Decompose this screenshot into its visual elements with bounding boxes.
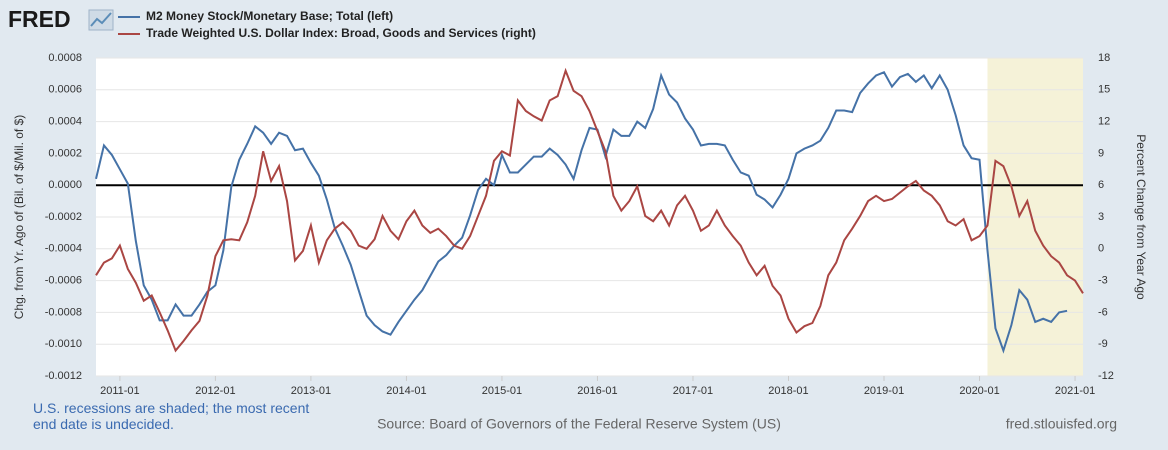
x-tick-label: 2017-01 [673, 385, 713, 397]
site: fred.stlouisfed.org [1006, 416, 1117, 432]
y2-tick-label: -6 [1098, 306, 1108, 318]
series-line [95, 67, 1084, 353]
y2-tick-label: -12 [1098, 370, 1114, 382]
x-tick-label: 2014-01 [386, 385, 426, 397]
y-axis-label: Chg. from Yr. Ago of (Bil. of $/Mil. of … [12, 115, 26, 320]
y-tick-label: -0.0008 [45, 306, 82, 318]
series-line [95, 71, 1068, 354]
y2-axis-label: Percent Change from Year Ago [1134, 134, 1148, 300]
source: Source: Board of Governors of the Federa… [377, 416, 781, 432]
logo: FRED [8, 6, 71, 32]
y-tick-label: -0.0002 [45, 211, 82, 223]
y-tick-label: -0.0006 [45, 275, 82, 287]
x-tick-label: 2016-01 [577, 385, 617, 397]
x-tick-label: 2020-01 [959, 385, 999, 397]
x-tick-label: 2013-01 [291, 385, 331, 397]
x-tick-label: 2015-01 [482, 385, 522, 397]
y-tick-label: 0.0004 [48, 116, 82, 128]
plot-layer [96, 57, 1083, 381]
y2-tick-label: 3 [1098, 211, 1104, 223]
y2-tick-label: 18 [1098, 52, 1110, 64]
y-tick-label: 0.0002 [48, 147, 82, 159]
y2-tick-label: 6 [1098, 179, 1104, 191]
y2-tick-label: 15 [1098, 84, 1110, 96]
x-tick-label: 2018-01 [768, 385, 808, 397]
y2-tick-label: 9 [1098, 147, 1104, 159]
x-tick-label: 2011-01 [100, 385, 140, 397]
y2-tick-label: 0 [1098, 243, 1104, 255]
y-tick-label: 0.0006 [48, 84, 82, 96]
y2-tick-label: 12 [1098, 116, 1110, 128]
y2-tick-label: -9 [1098, 338, 1108, 350]
x-tick-label: 2012-01 [195, 385, 235, 397]
recession-note: U.S. recessions are shaded; the most rec… [33, 400, 310, 432]
y2-tick-label: -3 [1098, 275, 1108, 287]
y-tick-label: -0.0012 [45, 370, 82, 382]
x-tick-label: 2019-01 [864, 385, 904, 397]
legend-label: Trade Weighted U.S. Dollar Index: Broad,… [146, 26, 536, 40]
y-tick-label: -0.0004 [45, 243, 82, 255]
y-tick-label: 0.0008 [48, 52, 82, 64]
y-tick-label: -0.0010 [45, 338, 82, 350]
legend-label: M2 Money Stock/Monetary Base; Total (lef… [146, 9, 393, 23]
x-tick-label: 2021-01 [1055, 385, 1095, 397]
logo-icon [88, 9, 114, 31]
y-tick-label: 0.0000 [48, 179, 82, 191]
